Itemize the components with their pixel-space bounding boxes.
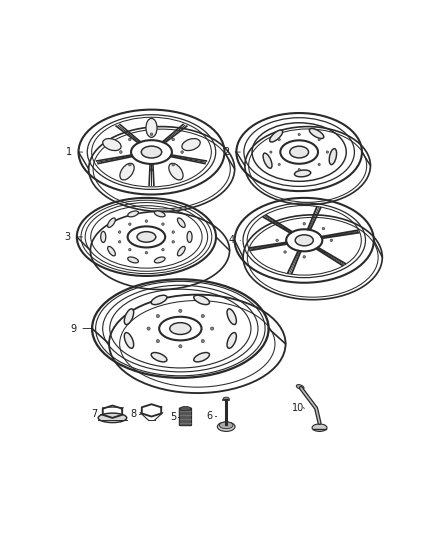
Circle shape [270, 151, 272, 153]
Circle shape [298, 133, 300, 135]
Ellipse shape [309, 128, 324, 139]
Text: 9: 9 [71, 324, 77, 334]
Circle shape [298, 168, 300, 171]
Circle shape [318, 139, 320, 141]
FancyBboxPatch shape [179, 408, 191, 426]
Circle shape [172, 163, 174, 166]
Text: 2: 2 [223, 147, 230, 157]
Circle shape [278, 139, 280, 141]
Circle shape [179, 345, 182, 348]
Ellipse shape [217, 422, 235, 431]
Circle shape [128, 138, 131, 141]
Circle shape [330, 239, 332, 241]
Circle shape [172, 231, 174, 233]
Text: 5: 5 [170, 412, 177, 422]
Ellipse shape [154, 211, 165, 217]
Circle shape [147, 327, 150, 330]
Circle shape [118, 231, 121, 233]
Ellipse shape [98, 413, 127, 423]
Ellipse shape [128, 211, 138, 217]
Circle shape [284, 251, 286, 253]
Circle shape [118, 240, 121, 243]
Text: 10: 10 [292, 402, 304, 413]
Ellipse shape [151, 295, 167, 304]
Ellipse shape [312, 424, 327, 431]
Circle shape [172, 240, 174, 243]
Ellipse shape [294, 170, 311, 177]
Circle shape [201, 314, 205, 318]
Circle shape [145, 220, 148, 222]
Ellipse shape [101, 231, 106, 243]
Ellipse shape [296, 385, 304, 389]
Ellipse shape [103, 139, 121, 151]
Ellipse shape [154, 257, 165, 263]
Ellipse shape [227, 333, 237, 348]
Ellipse shape [180, 407, 191, 411]
Ellipse shape [146, 118, 157, 138]
Ellipse shape [329, 149, 336, 165]
Circle shape [318, 163, 320, 166]
Circle shape [145, 252, 148, 254]
Ellipse shape [187, 231, 192, 243]
Text: 8: 8 [131, 409, 137, 419]
Circle shape [179, 309, 182, 312]
Circle shape [156, 314, 159, 318]
Circle shape [129, 248, 131, 251]
Ellipse shape [170, 322, 191, 335]
Ellipse shape [120, 163, 134, 180]
Circle shape [162, 248, 164, 251]
Circle shape [156, 340, 159, 343]
Ellipse shape [169, 163, 183, 180]
Circle shape [172, 138, 174, 141]
Circle shape [150, 168, 153, 171]
Circle shape [201, 340, 205, 343]
Ellipse shape [227, 309, 237, 325]
Circle shape [276, 239, 279, 241]
Circle shape [326, 151, 328, 153]
Circle shape [211, 327, 214, 330]
Circle shape [120, 151, 122, 154]
Circle shape [129, 223, 131, 225]
Circle shape [181, 151, 184, 154]
Text: 4: 4 [228, 235, 234, 245]
Ellipse shape [124, 309, 134, 325]
Circle shape [284, 228, 286, 230]
Ellipse shape [108, 218, 115, 228]
Ellipse shape [141, 146, 162, 158]
Circle shape [162, 223, 164, 225]
Ellipse shape [270, 130, 283, 142]
Ellipse shape [128, 257, 138, 263]
Text: 1: 1 [66, 147, 72, 157]
Text: 6: 6 [206, 411, 212, 421]
Circle shape [322, 251, 325, 253]
Circle shape [322, 228, 325, 230]
Circle shape [278, 163, 280, 166]
Ellipse shape [223, 397, 229, 400]
Ellipse shape [182, 139, 200, 151]
Ellipse shape [295, 235, 313, 246]
Ellipse shape [177, 218, 185, 228]
Ellipse shape [108, 246, 115, 256]
Text: 7: 7 [92, 409, 98, 419]
Ellipse shape [219, 422, 233, 429]
Ellipse shape [151, 352, 167, 362]
Ellipse shape [124, 333, 134, 348]
Circle shape [150, 133, 153, 135]
Circle shape [303, 256, 305, 258]
Circle shape [128, 163, 131, 166]
Circle shape [303, 222, 305, 225]
Ellipse shape [177, 246, 185, 256]
Ellipse shape [263, 153, 272, 168]
Text: 3: 3 [64, 232, 71, 242]
Ellipse shape [290, 146, 309, 158]
Ellipse shape [137, 232, 156, 242]
Ellipse shape [194, 295, 209, 304]
Ellipse shape [194, 352, 209, 362]
